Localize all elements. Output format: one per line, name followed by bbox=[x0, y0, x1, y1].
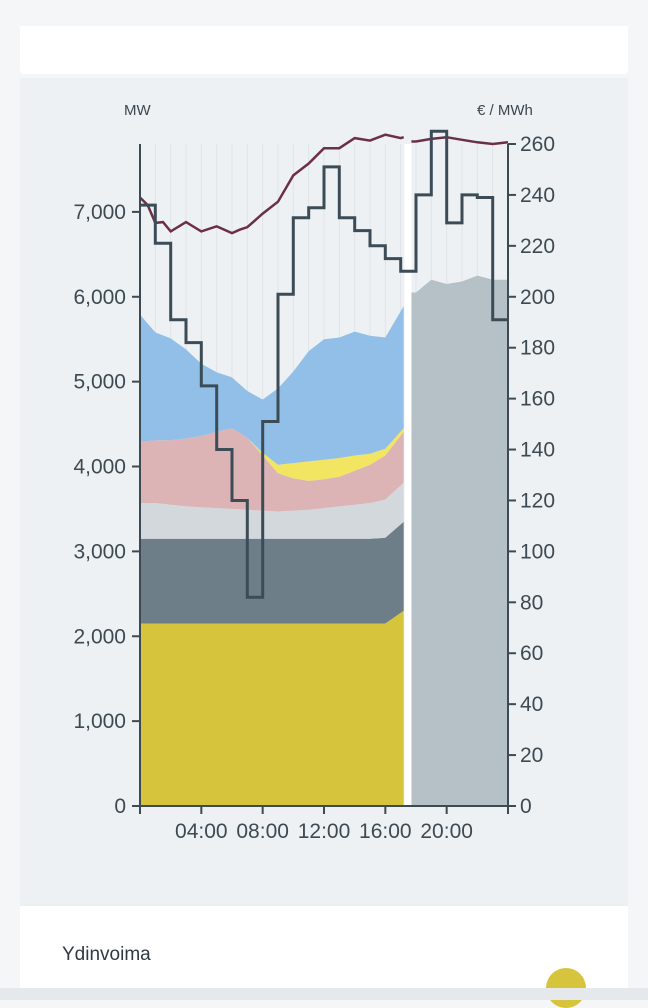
area-tuonti bbox=[140, 306, 404, 465]
legend-card: Ydinvoima bbox=[20, 906, 628, 1008]
area-kaukolämpö bbox=[140, 482, 404, 539]
right-tick-label: 20 bbox=[520, 744, 543, 767]
right-tick-label: 180 bbox=[520, 337, 555, 360]
consumption-line bbox=[139, 133, 405, 235]
right-tick-label: 260 bbox=[520, 133, 555, 156]
area-vesivoima bbox=[140, 521, 404, 624]
left-tick-label: 3,000 bbox=[73, 540, 126, 563]
area-aurinkovoima bbox=[140, 428, 404, 481]
left-tick-label: 6,000 bbox=[73, 286, 126, 309]
right-axis-unit: € / MWh bbox=[477, 102, 533, 119]
left-tick-label: 1,000 bbox=[73, 710, 126, 733]
left-axis-unit: MW bbox=[124, 102, 151, 119]
now-divider bbox=[404, 144, 412, 806]
power-chart[interactable]: 0 1,000 2,000 3,000 4,000 5,000 6,000 7,000 0 20 4… bbox=[20, 78, 628, 906]
top-bar bbox=[0, 0, 648, 26]
right-tick-label: 80 bbox=[520, 591, 543, 614]
right-tick-label: 240 bbox=[520, 184, 555, 207]
right-tick-label: 140 bbox=[520, 439, 555, 462]
right-tick-label: 0 bbox=[520, 795, 532, 818]
left-tick-label: 7,000 bbox=[73, 201, 126, 224]
forecast-production-area bbox=[411, 275, 508, 807]
legend-item-title: Ydinvoima bbox=[62, 944, 151, 965]
right-tick-label: 60 bbox=[520, 642, 543, 665]
price-line bbox=[140, 129, 508, 599]
consumption-forecast-line bbox=[411, 135, 509, 146]
right-tick-label: 200 bbox=[520, 286, 555, 309]
x-tick-label: 16:00 bbox=[359, 820, 412, 843]
top-card bbox=[20, 26, 628, 74]
chart-panel: 0 1,000 2,000 3,000 4,000 5,000 6,000 7,000 0 20 4… bbox=[20, 78, 628, 906]
left-tick-label: 0 bbox=[114, 795, 126, 818]
x-tick-label: 04:00 bbox=[175, 820, 228, 843]
bottom-strip bbox=[0, 988, 648, 1000]
right-tick-label: 100 bbox=[520, 540, 555, 563]
right-tick-label: 220 bbox=[520, 235, 555, 258]
right-tick-label: 40 bbox=[520, 693, 543, 716]
area-ydinvoima bbox=[140, 610, 404, 806]
area-tuulivoima bbox=[140, 428, 404, 512]
left-tick-label: 5,000 bbox=[73, 371, 126, 394]
x-tick-label: 08:00 bbox=[236, 820, 289, 843]
right-tick-label: 120 bbox=[520, 489, 555, 512]
left-tick-label: 2,000 bbox=[73, 625, 126, 648]
right-tick-label: 160 bbox=[520, 388, 555, 411]
left-tick-label: 4,000 bbox=[73, 456, 126, 479]
x-tick-label: 12:00 bbox=[298, 820, 351, 843]
x-tick-label: 20:00 bbox=[420, 820, 473, 843]
